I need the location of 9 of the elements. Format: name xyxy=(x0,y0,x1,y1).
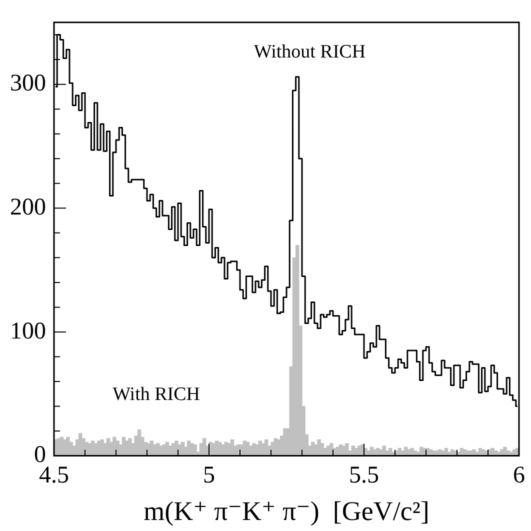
y-tick-label: 200 xyxy=(10,194,46,220)
x-tick-label: 6 xyxy=(513,462,525,488)
y-tick-label: 300 xyxy=(10,70,46,97)
x-axis-title: m(K⁺ π⁻K⁺ π⁻) [GeV/c²] xyxy=(144,496,430,526)
x-tick-label: 5 xyxy=(203,462,215,488)
y-tick-label: 100 xyxy=(10,318,46,344)
series-label: With RICH xyxy=(112,384,200,406)
series-label: Without RICH xyxy=(254,42,366,63)
x-tick-label: 5.5 xyxy=(349,462,379,488)
